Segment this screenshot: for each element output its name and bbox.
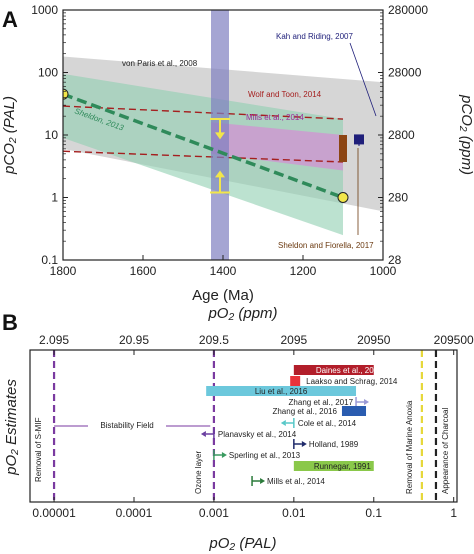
wolf-toon-upper-dash bbox=[63, 105, 344, 120]
panel-b-label: B bbox=[2, 310, 18, 335]
estimate-label: Cole et al., 2014 bbox=[298, 419, 357, 428]
estimate-label: Zhang et al., 2016 bbox=[272, 407, 337, 416]
annot-mills: Mills et al., 2014 bbox=[246, 113, 304, 122]
bistability-label: Bistability Field bbox=[100, 421, 153, 430]
kah-riding-marker bbox=[354, 134, 364, 145]
b-xtick-label: 0.0001 bbox=[116, 506, 153, 520]
estimate-arrowhead bbox=[260, 478, 266, 484]
vlabel-ozone: Ozone layer bbox=[194, 451, 203, 494]
estimate-bar bbox=[341, 406, 367, 416]
b-xtick-top-label: 20950 bbox=[357, 333, 391, 347]
vlabel-anoxia: Removal of Marine Anoxia bbox=[405, 400, 414, 494]
annot-sheldon-fiorella: Sheldon and Fiorella, 2017 bbox=[278, 241, 374, 250]
estimate-label: Sperling et al., 2013 bbox=[229, 451, 301, 460]
a-xtick-label: 1800 bbox=[50, 264, 77, 278]
panel-a: A 1800 1600 1400 1200 1000 0.1 28 1 280 10 2800 100… bbox=[1, 3, 474, 304]
estimates bbox=[200, 365, 374, 486]
estimate-label: Laakso and Schrag, 2014 bbox=[306, 377, 398, 386]
estimate-bar bbox=[293, 365, 374, 375]
b-xtick-top-label: 2095 bbox=[280, 333, 307, 347]
yellow-arrow-down-head bbox=[215, 132, 225, 140]
annot-von-paris: von Paris et al., 2008 bbox=[122, 59, 198, 68]
b-xtick-label: 1 bbox=[450, 506, 457, 520]
plot-a-ticks: 1800 1600 1400 1200 1000 0.1 28 1 280 10 2800 100 28… bbox=[31, 3, 428, 278]
a-xtick-label: 1200 bbox=[290, 264, 317, 278]
b-xtick-top-label: 20.95 bbox=[119, 333, 149, 347]
b-yaxis-title: pO₂ Estimates bbox=[3, 379, 20, 476]
a-ytick-left-label: 100 bbox=[38, 66, 58, 80]
a-yaxis-left-title: pCO₂ (PAL) bbox=[1, 96, 18, 175]
annot-wolf-toon: Wolf and Toon, 2014 bbox=[248, 90, 322, 99]
sheldon-2013-band bbox=[63, 73, 343, 236]
estimate-label: Planavsky et al., 2014 bbox=[218, 430, 297, 439]
a-ytick-right-label: 280 bbox=[388, 191, 408, 205]
estimate-labels: Daines et al., 2016 Laakso and Schrag, 20… bbox=[218, 366, 398, 486]
a-ytick-right-label: 280000 bbox=[388, 3, 428, 17]
vertical-threshold-lines bbox=[52, 350, 438, 502]
a-ytick-right-label: 28 bbox=[388, 253, 402, 267]
estimate-bar bbox=[206, 386, 357, 396]
estimate-label: Zhang et al., 2017 bbox=[289, 398, 354, 407]
yellow-marker-start bbox=[63, 88, 69, 100]
estimate-bar bbox=[290, 376, 301, 386]
estimate-label: Runnegar, 1991 bbox=[314, 462, 371, 471]
annot-kah-riding: Kah and Riding, 2007 bbox=[276, 32, 354, 41]
sheldon-2013-line bbox=[63, 92, 344, 200]
b-xtick-top-label: 2.095 bbox=[39, 333, 69, 347]
vlabel-smif: Removal of S-MIF bbox=[34, 417, 43, 482]
panel-a-label: A bbox=[2, 7, 18, 32]
plot-b-area bbox=[52, 350, 438, 502]
b-xaxis-top-title: pO₂ (ppm) bbox=[207, 305, 277, 322]
estimate-label: Mills et al., 2014 bbox=[267, 477, 325, 486]
vlabel-charcoal: Appearance of Charcoal bbox=[441, 408, 450, 495]
b-xtick-label: 0.00001 bbox=[32, 506, 76, 520]
estimate-label: Daines et al., 2016 bbox=[316, 366, 383, 375]
a-xtick-label: 1000 bbox=[370, 264, 397, 278]
b-xtick-label: 0.01 bbox=[282, 506, 306, 520]
a-ytick-left-label: 1000 bbox=[31, 3, 58, 17]
wolf-toon-lower-dash bbox=[63, 150, 344, 163]
b-xtick-label: 0.1 bbox=[365, 506, 382, 520]
plot-b-frame bbox=[29, 349, 458, 503]
a-yaxis-right-title: pCO₂ (ppm) bbox=[458, 94, 474, 175]
yellow-arrows bbox=[210, 118, 230, 194]
a-ytick-right-label: 2800 bbox=[388, 128, 415, 142]
estimate-label: Holland, 1989 bbox=[309, 440, 359, 449]
kah-riding-pointer bbox=[349, 42, 377, 117]
estimate-bar bbox=[293, 461, 374, 471]
estimate-arrowhead bbox=[200, 431, 206, 437]
b-xaxis-title: pO₂ (PAL) bbox=[208, 535, 276, 552]
a-ytick-left-label: 0.1 bbox=[41, 253, 58, 267]
estimate-arrowhead bbox=[221, 452, 227, 458]
a-xaxis-title: Age (Ma) bbox=[192, 287, 254, 304]
a-xtick-label: 1600 bbox=[130, 264, 157, 278]
yellow-arrow-up-head bbox=[215, 170, 225, 178]
a-ytick-left-label: 10 bbox=[45, 128, 59, 142]
b-xtick-label: 0.001 bbox=[199, 506, 229, 520]
a-xtick-label: 1400 bbox=[210, 264, 237, 278]
estimate-arrowhead bbox=[280, 420, 286, 426]
yellow-marker-end bbox=[337, 192, 349, 203]
estimate-label: Liu et al., 2016 bbox=[255, 387, 308, 396]
mills-2014-band bbox=[211, 122, 343, 171]
estimate-arrowhead bbox=[364, 399, 370, 405]
plot-a-area bbox=[63, 10, 383, 260]
b-xtick-top-label: 209500 bbox=[434, 333, 474, 347]
a-ytick-right-label: 28000 bbox=[388, 66, 422, 80]
estimate-arrowhead bbox=[301, 441, 307, 447]
b-xtick-top-label: 209.5 bbox=[199, 333, 229, 347]
panel-b: B 0.00001 2.095 0.0001 20.95 0.001 209.5 0.01 2… bbox=[2, 305, 474, 552]
a-ytick-left-label: 1 bbox=[51, 191, 58, 205]
bistability-label-bg bbox=[88, 418, 166, 432]
plot-b-ticks: 0.00001 2.095 0.0001 20.95 0.001 209.5 0.01 209… bbox=[32, 333, 474, 520]
